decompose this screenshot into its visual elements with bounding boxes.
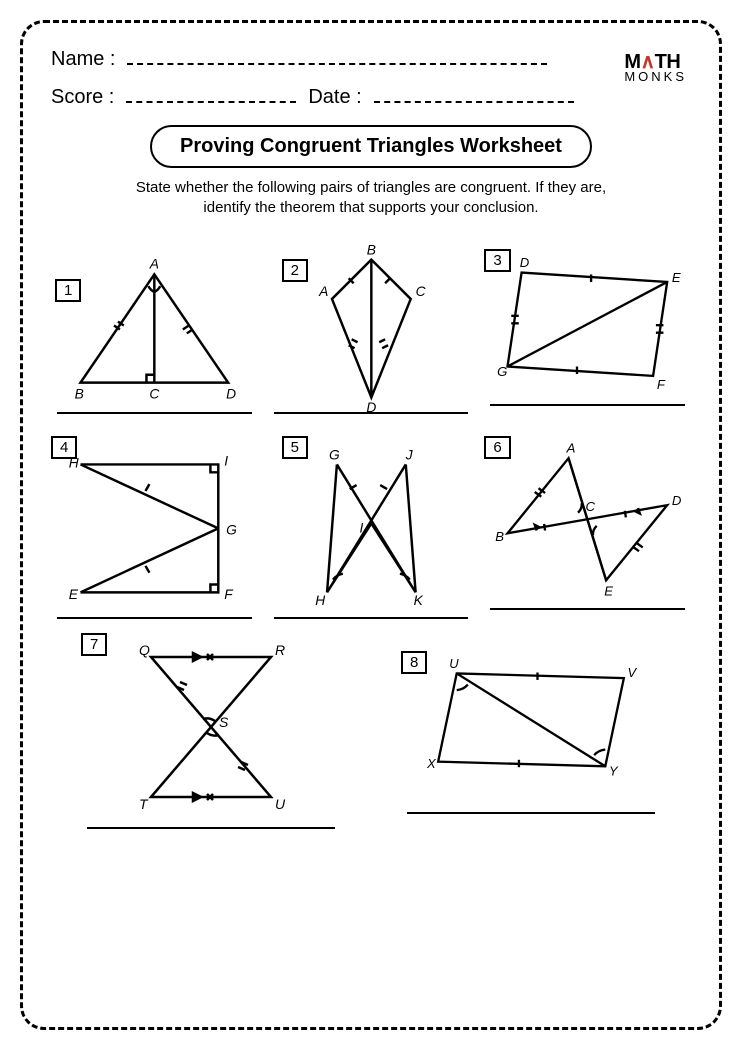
name-row: Name : [51,47,691,71]
svg-text:A: A [318,284,328,299]
svg-text:S: S [219,714,229,730]
svg-text:C: C [415,284,426,299]
svg-text:B: B [366,242,375,257]
svg-text:H: H [315,593,325,608]
svg-text:D: D [672,493,682,508]
problem-8: 8 U V X Y [401,627,661,837]
answer-blank[interactable] [490,608,685,610]
instruction-text: State whether the following pairs of tri… [111,178,631,219]
title-wrap: Proving Congruent Triangles Worksheet [51,125,691,168]
name-label: Name : [51,48,115,71]
answer-blank[interactable] [87,827,335,829]
svg-text:B: B [75,386,84,401]
score-blank[interactable] [126,85,296,103]
problem-grid: 1 A B C D [51,235,691,627]
svg-text:I: I [224,453,228,468]
problem-4: 4 H I G F E [51,430,258,627]
score-date-row: Score : Date : [51,85,691,109]
diagram-6: A B C D E [484,430,691,608]
problem-number: 8 [401,651,427,674]
svg-text:Q: Q [139,642,150,658]
answer-blank[interactable] [274,412,469,414]
date-blank[interactable] [374,85,574,103]
problem-number: 5 [282,436,308,459]
svg-text:G: G [497,363,507,378]
svg-text:Y: Y [609,763,619,778]
problem-3: 3 D E F G [484,235,691,422]
problem-6: 6 A B C D E [484,430,691,627]
svg-text:E: E [69,587,79,602]
svg-text:U: U [275,796,286,812]
answer-blank[interactable] [274,617,469,619]
answer-blank[interactable] [57,617,252,619]
problem-7: 7 Q R S T [81,627,341,837]
diagram-4: H I G F E [51,430,258,617]
problem-number: 6 [484,436,510,459]
worksheet-page: M∧TH MONKS Name : Score : Date : Proving… [20,20,722,1030]
svg-text:I: I [359,520,363,535]
svg-text:F: F [224,587,234,602]
svg-text:A: A [149,256,159,271]
worksheet-title: Proving Congruent Triangles Worksheet [150,125,592,168]
score-label: Score : [51,86,114,109]
svg-text:E: E [672,269,681,284]
svg-text:V: V [628,665,638,680]
svg-text:R: R [275,642,285,658]
problem-number: 1 [55,279,81,302]
svg-text:D: D [520,254,530,269]
svg-text:D: D [366,400,376,412]
answer-blank[interactable] [57,412,252,414]
svg-text:G: G [329,447,340,462]
problem-number: 2 [282,259,308,282]
diagram-8: U V X Y [401,627,661,813]
svg-text:B: B [496,528,505,543]
logo: M∧TH MONKS [624,53,687,83]
svg-text:X: X [426,756,437,771]
diagram-3: D E F G [484,235,691,404]
problem-2: 2 B A C D [268,235,475,422]
svg-text:A: A [566,440,576,455]
svg-text:T: T [139,796,149,812]
svg-text:E: E [605,583,614,598]
problem-number: 7 [81,633,107,656]
problem-5: 5 G J I H K [268,430,475,627]
answer-blank[interactable] [407,812,655,814]
svg-text:D: D [226,386,236,401]
svg-text:J: J [404,447,412,462]
name-blank[interactable] [127,47,547,65]
svg-text:G: G [226,522,237,537]
problem-number: 3 [484,249,510,272]
svg-text:K: K [413,593,423,608]
problem-row-3: 7 Q R S T [51,627,691,837]
diagram-7: Q R S T U [81,627,341,827]
svg-text:C: C [586,498,596,513]
svg-text:F: F [657,377,666,392]
date-label: Date : [308,86,361,109]
diagram-1: A B C D [51,235,258,412]
problem-1: 1 A B C D [51,235,258,422]
svg-text:C: C [149,386,160,401]
answer-blank[interactable] [490,404,685,406]
svg-text:U: U [449,655,459,670]
problem-number: 4 [51,436,77,459]
